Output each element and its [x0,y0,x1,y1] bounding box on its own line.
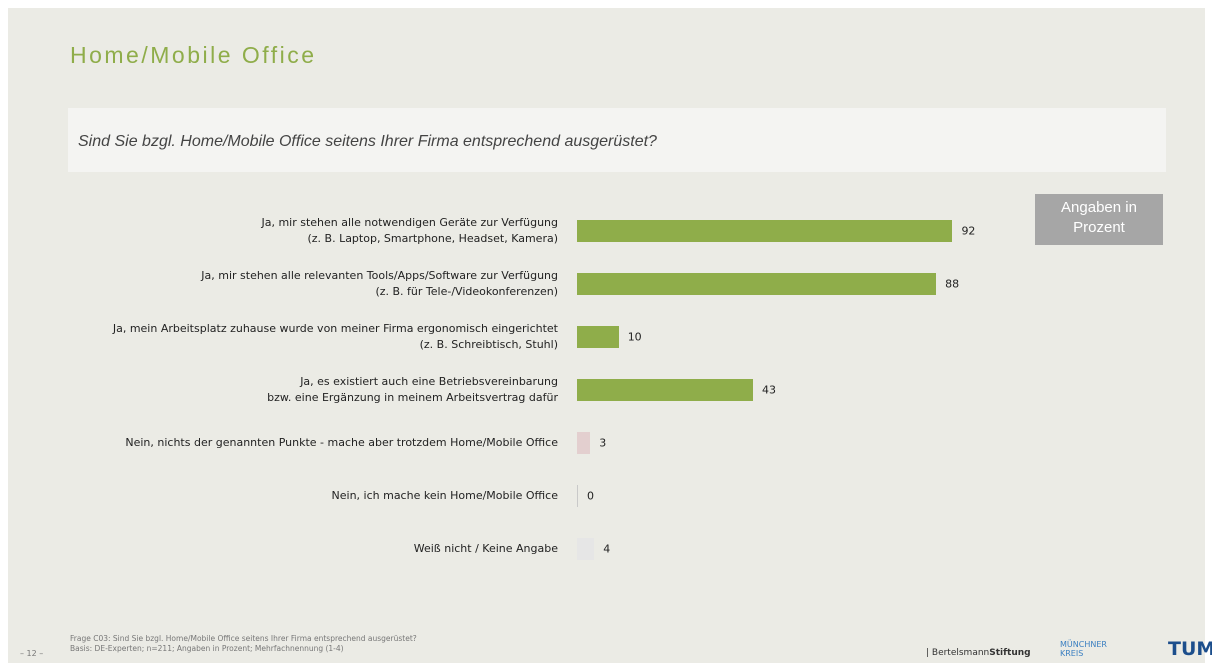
logo-text: Stiftung [989,648,1031,658]
logo-text: | Bertelsmann [926,648,990,658]
bar [577,432,591,454]
category-label: Weiß nicht / Keine Angabe [413,542,558,555]
page-number: – 12 – [20,649,44,658]
category-label: Nein, ich mache kein Home/Mobile Office [331,489,558,502]
bar [577,220,953,242]
bar [577,538,595,560]
category-label: Nein, nichts der genannten Punkte - mach… [125,436,558,449]
footnote: Frage C03: Sind Sie bzgl. Home/Mobile Of… [70,634,417,653]
bar [577,326,619,348]
bar [577,273,937,295]
value-label: 43 [762,383,776,397]
bar [577,379,753,401]
category-label: Ja, es existiert auch eine Betriebsverei… [267,375,558,404]
question-box [68,108,1166,172]
logo-tum: TUM [1168,638,1212,660]
unit-box: Angaben in Prozent [1035,194,1163,245]
slide: Home/Mobile Office Sind Sie bzgl. Home/M… [8,8,1212,663]
category-label: Ja, mir stehen alle relevanten Tools/App… [201,269,558,298]
value-label: 0 [587,489,594,503]
logo-muenchner-kreis: MÜNCHNER KREIS [1060,640,1107,658]
title: Home/Mobile Office [70,42,317,68]
logo-bertelsmann: | BertelsmannStiftung [926,648,1031,658]
value-label: 3 [599,436,607,450]
bar [577,485,578,507]
value-label: 10 [627,330,642,344]
value-label: 88 [945,277,960,291]
value-label: 92 [961,224,976,238]
category-label: Ja, mein Arbeitsplatz zuhause wurde von … [112,322,558,351]
value-label: 4 [603,542,611,556]
category-label: Ja, mir stehen alle notwendigen Geräte z… [261,216,558,245]
question: Sind Sie bzgl. Home/Mobile Office seiten… [78,133,657,150]
